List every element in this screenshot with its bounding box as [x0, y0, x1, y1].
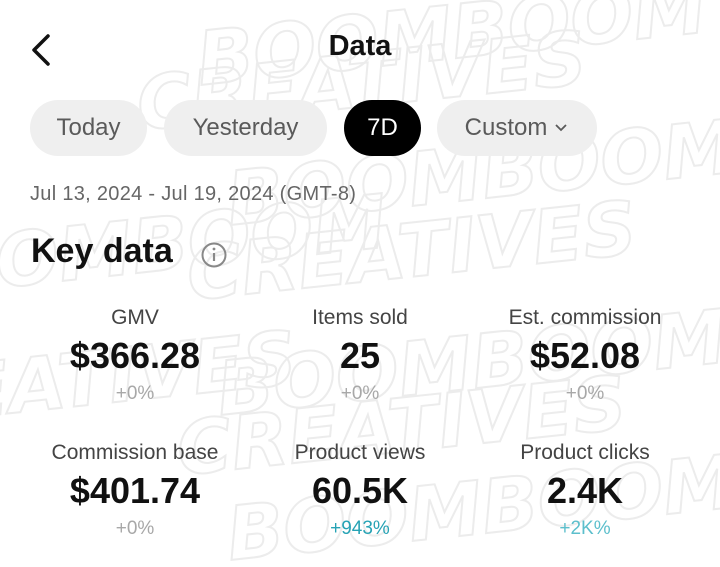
metric-label: Product clicks [520, 441, 650, 464]
dropdown-chevron [555, 124, 567, 132]
tab[interactable]: 7D [344, 100, 421, 156]
metric-label: Product views [294, 441, 426, 464]
metric: Product views 60.5K +943% [240, 441, 480, 540]
metric-change: +2K% [559, 518, 611, 539]
metric-value: $401.74 [69, 470, 201, 511]
metric-value: $366.28 [69, 335, 201, 376]
info-icon[interactable] [200, 241, 228, 269]
tab[interactable]: Yesterday [164, 100, 327, 156]
metric: Items sold 25 +0% [240, 306, 480, 405]
tab-label: 7D [367, 114, 398, 141]
page-title: Data [328, 30, 392, 62]
metric-change: +0% [565, 383, 605, 404]
metric-label: GMV [111, 306, 159, 329]
metric-change: +943% [330, 518, 390, 539]
date-range: Jul 13, 2024 - Jul 19, 2024 (GMT-8) [30, 183, 357, 205]
metric-value: 25 [339, 335, 381, 376]
metric-value: 60.5K [311, 470, 409, 511]
tab[interactable]: Custom [437, 100, 597, 156]
metric: GMV $366.28 +0% [15, 306, 255, 405]
metric-label: Commission base [51, 441, 219, 464]
section-title: Key data [31, 232, 173, 270]
metric-change: +0% [340, 383, 380, 404]
metric: Commission base $401.74 +0% [15, 441, 255, 540]
metric-label: Items sold [312, 306, 408, 329]
tab-label: Today [56, 114, 121, 141]
metric-change: +0% [115, 518, 155, 539]
metric-change: +0% [115, 383, 155, 404]
tab-label: Custom [464, 114, 548, 141]
metric-value: $52.08 [529, 335, 641, 376]
metric-label: Est. commission [508, 306, 662, 329]
back-button[interactable] [28, 32, 54, 68]
metric: Est. commission $52.08 +0% [465, 306, 705, 405]
metric-value: 2.4K [546, 470, 624, 511]
tab-label: Yesterday [192, 114, 299, 141]
tab[interactable]: Today [30, 100, 147, 156]
metric: Product clicks 2.4K +2K% [465, 441, 705, 540]
